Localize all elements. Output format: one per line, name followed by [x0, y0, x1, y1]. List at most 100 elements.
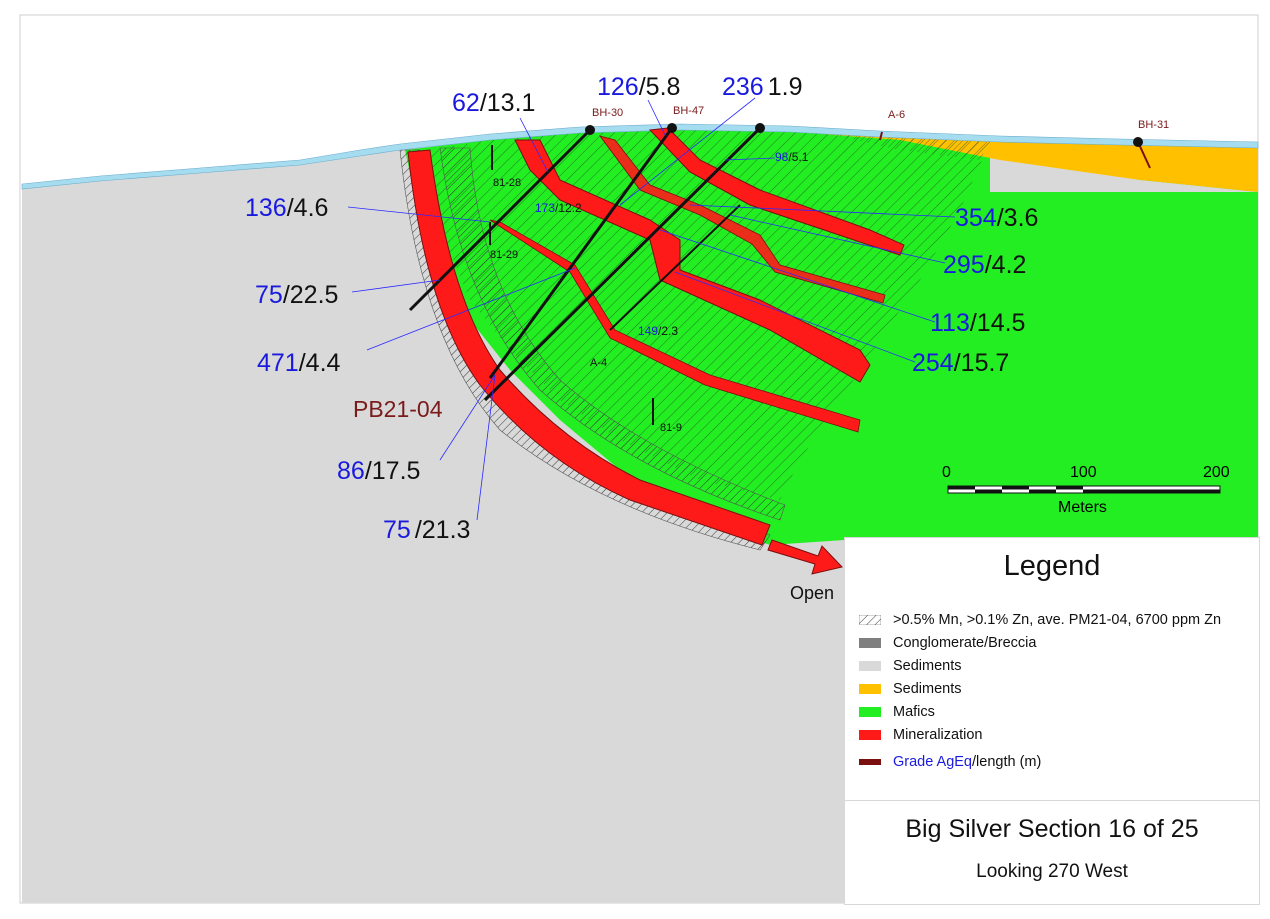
grade-length: /4.2	[985, 251, 1027, 279]
section-subtitle: Looking 270 West	[976, 861, 1128, 882]
legend-item-label: Conglomerate/Breccia	[893, 635, 1037, 651]
legend-item: Mineralization	[859, 725, 982, 745]
grade-value: 236	[722, 73, 764, 101]
leader-lines	[347, 97, 956, 521]
hole-label-81-28: 81-28	[493, 177, 521, 189]
mineralization-main	[407, 149, 771, 546]
svg-text:75/21.3: 75/21.3	[383, 516, 470, 544]
grade-length: /12.2	[555, 201, 582, 215]
color-swatch	[859, 661, 881, 671]
grade-value: 254	[912, 349, 954, 377]
grade-value: 173	[535, 201, 555, 215]
legend-item: Sediments	[859, 656, 962, 676]
scale-unit: Meters	[1058, 499, 1107, 516]
grade-length: 1.9	[768, 73, 803, 101]
grade-length: /4.4	[299, 349, 341, 377]
grade-value: 75	[383, 516, 411, 544]
grade-value: 471	[257, 349, 299, 377]
hole-label-bh31: BH-31	[1138, 119, 1169, 131]
hole-label-bh47: BH-47	[673, 105, 704, 117]
scale-tick-0: 0	[942, 464, 951, 481]
collar-a6-1	[755, 123, 765, 133]
grade-length: /22.5	[283, 281, 339, 309]
hole-label-bh30: BH-30	[592, 107, 623, 119]
grade-value: 113	[930, 309, 970, 337]
legend-item: Mafics	[859, 702, 935, 722]
hole-label-pb21-04: PB21-04	[353, 396, 443, 422]
orange-sediments	[820, 134, 1258, 192]
mineralization-vein-3	[598, 135, 886, 304]
hole-label-a6: A-6	[888, 109, 905, 121]
grade-length: /13.1	[480, 89, 536, 117]
collar-bh47	[667, 123, 677, 133]
legend-item-label: Sediments	[893, 658, 962, 674]
drill-holes	[408, 126, 1151, 425]
grade-length: /15.7	[954, 349, 1010, 377]
svg-text:295/4.2: 295/4.2	[943, 251, 1026, 279]
svg-text:86/17.5: 86/17.5	[337, 457, 420, 485]
legend-length-label: /length (m)	[972, 754, 1042, 770]
grade-value: 98	[775, 150, 789, 164]
svg-text:173/12.2: 173/12.2	[535, 201, 582, 215]
color-swatch	[859, 730, 881, 740]
scale-bar: 0 100 200 Meters	[942, 464, 1230, 516]
grade-labels: 62/13.1 126/5.8 236 1.9 136/4.6 75/22.5 4…	[245, 73, 1038, 544]
legend-item: Grade AgEq /length (m)	[859, 752, 1041, 772]
legend-item-label: Sediments	[893, 681, 962, 697]
svg-text:113/14.5: 113/14.5	[930, 309, 1025, 337]
legend-item: Sediments	[859, 679, 962, 699]
grade-length: /17.5	[365, 457, 421, 485]
grade-value: 75	[255, 281, 283, 309]
svg-text:75/22.5: 75/22.5	[255, 281, 338, 309]
open-arrow-icon	[767, 539, 843, 575]
orange-hatch	[830, 134, 990, 160]
grade-value: 62	[452, 89, 480, 117]
legend-item-label: Mineralization	[893, 727, 983, 743]
section-title: Big Silver Section 16 of 25	[905, 815, 1199, 843]
collar-points	[585, 123, 1143, 147]
color-swatch	[859, 759, 881, 765]
legend-item-label: Mafics	[893, 704, 935, 720]
svg-text:98/5.1: 98/5.1	[775, 150, 809, 164]
svg-text:354/3.6: 354/3.6	[955, 204, 1038, 232]
grade-length: /5.1	[788, 150, 808, 164]
grade-length: /21.3	[415, 516, 471, 544]
hole-label-81-29: 81-29	[490, 249, 518, 261]
grade-value: 354	[955, 204, 997, 232]
svg-text:149/2.3: 149/2.3	[638, 324, 678, 338]
hatch-swatch	[859, 615, 881, 625]
svg-text:62/13.1: 62/13.1	[452, 89, 535, 117]
svg-text:126/5.8: 126/5.8	[597, 73, 680, 101]
legend-item-label: >0.5% Mn, >0.1% Zn, ave. PM21-04, 6700 p…	[893, 612, 1222, 628]
grade-length: /14.5	[970, 309, 1026, 337]
color-swatch	[859, 707, 881, 717]
hole-labels: BH-30 BH-47 A-6 BH-31	[592, 105, 1169, 131]
drill-hole-bh47	[488, 127, 674, 379]
grade-length: /5.8	[639, 73, 681, 101]
open-label: Open	[790, 583, 834, 603]
collar-bh31	[1133, 137, 1143, 147]
scale-tick-200: 200	[1203, 464, 1230, 481]
legend-item: Conglomerate/Breccia	[859, 633, 1036, 653]
grade-length: /2.3	[658, 324, 678, 338]
scale-tick-100: 100	[1070, 464, 1097, 481]
grade-value: 149	[638, 324, 658, 338]
grade-value: 86	[337, 457, 365, 485]
hole-label-a4: A-4	[590, 357, 607, 369]
grade-length: /3.6	[997, 204, 1039, 232]
legend-item: >0.5% Mn, >0.1% Zn, ave. PM21-04, 6700 p…	[859, 610, 1221, 630]
mineralization-vein-4	[489, 219, 861, 433]
mineralization-vein-2	[648, 127, 905, 256]
grade-value: 126	[597, 73, 639, 101]
grade-value: 136	[245, 194, 287, 222]
grade-value: 295	[943, 251, 985, 279]
overburden	[21, 123, 1259, 190]
svg-text:471/4.4: 471/4.4	[257, 349, 341, 377]
hole-label-81-9: 81-9	[660, 422, 682, 434]
color-swatch	[859, 638, 881, 648]
legend-grade-label: Grade AgEq	[893, 754, 972, 770]
legend-title: Legend	[1003, 550, 1101, 582]
